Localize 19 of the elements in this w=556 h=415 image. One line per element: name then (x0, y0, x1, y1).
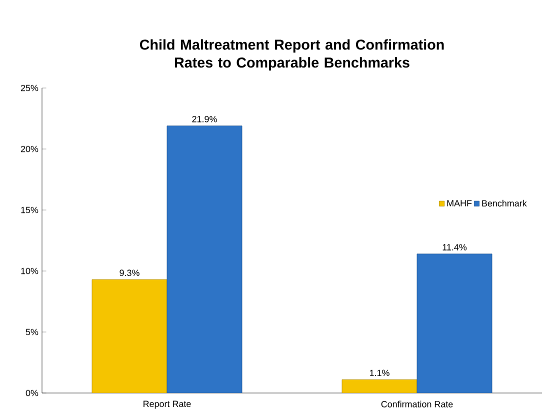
y-tick-label: 25% (20, 84, 38, 92)
data-label: 11.4% (442, 244, 467, 250)
y-tick-label: 0% (26, 390, 38, 396)
chart-title: Child Maltreatment Report and Confirmation Rates to Comparable Benchmarks (140, 39, 444, 71)
y-tick-label: 10% (21, 268, 38, 274)
bar (416, 254, 492, 393)
bar (92, 279, 168, 393)
x-tick-label: Report Rate (144, 400, 191, 409)
bar (342, 379, 418, 393)
data-label: 21.9% (192, 116, 217, 122)
bar (166, 126, 242, 393)
y-tick-label: 5% (26, 328, 38, 336)
y-tick-label: 15% (21, 206, 38, 214)
data-label: 1.1% (370, 370, 390, 376)
data-label: 9.3% (120, 270, 140, 276)
legend-label: Benchmark (482, 200, 527, 206)
legend-label: MAHF (447, 200, 472, 206)
y-tick-label: 20% (20, 146, 38, 152)
x-tick-label: Confirmation Rate (381, 400, 453, 408)
